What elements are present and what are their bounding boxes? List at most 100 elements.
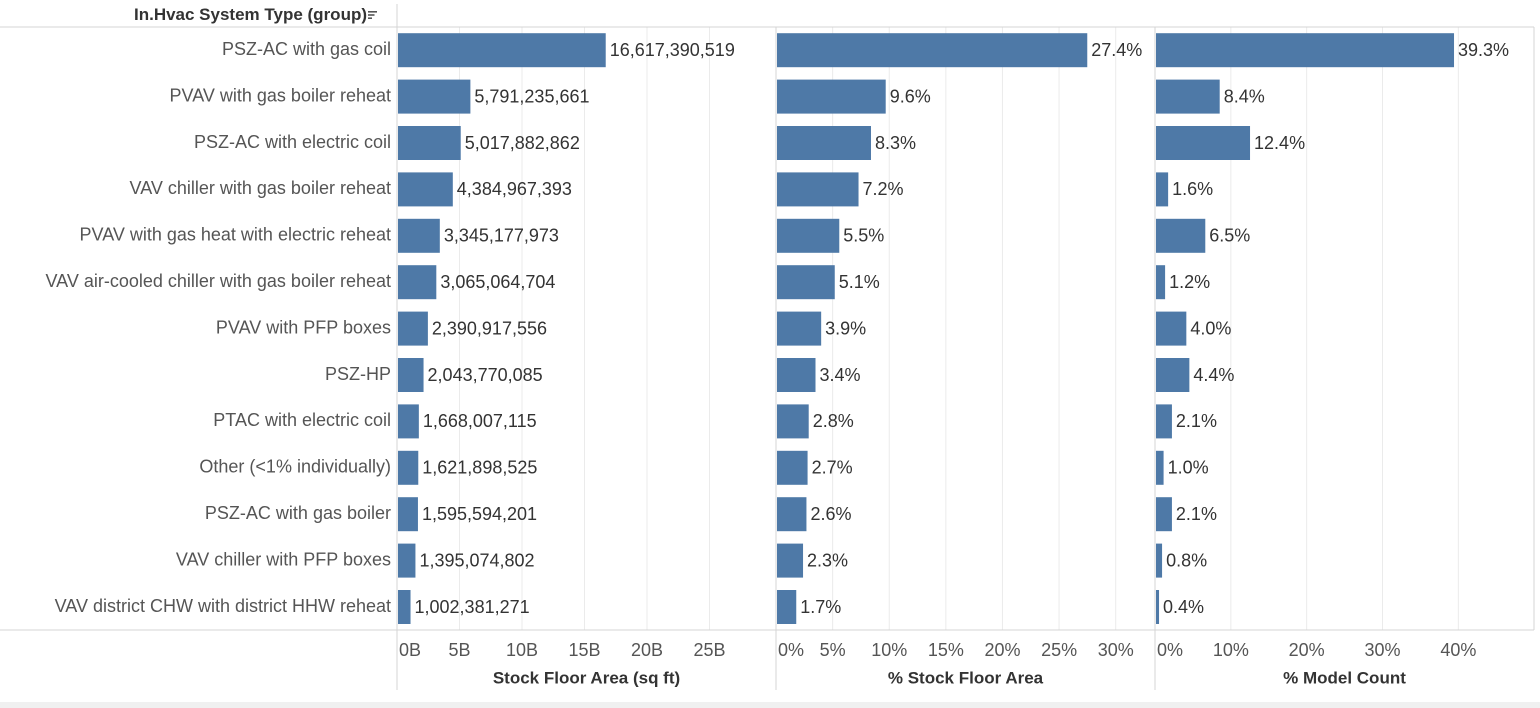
value-label: 1.2%: [1169, 272, 1210, 292]
value-label: 7.2%: [863, 179, 904, 199]
row-label: PVAV with PFP boxes: [216, 317, 391, 337]
tick-label: 15%: [928, 640, 964, 660]
value-label: 2.3%: [807, 550, 848, 570]
bar: [1156, 358, 1190, 392]
row-label: VAV chiller with PFP boxes: [176, 549, 391, 569]
value-label: 2,390,917,556: [432, 318, 547, 338]
value-label: 1.7%: [800, 597, 841, 617]
bar: [777, 33, 1088, 68]
value-label: 1.6%: [1172, 179, 1213, 199]
tick-label: 20%: [1289, 640, 1325, 660]
row-label: PSZ-AC with gas coil: [222, 39, 391, 59]
footer-strip: [0, 702, 1540, 708]
value-label: 1.0%: [1168, 458, 1209, 478]
tick-label: 40%: [1440, 640, 1476, 660]
tick-label: 10%: [1213, 640, 1249, 660]
value-label: 8.4%: [1224, 86, 1265, 106]
tick-label: 5%: [820, 640, 846, 660]
bar: [1156, 404, 1172, 439]
value-label: 3,345,177,973: [444, 226, 559, 246]
bar: [777, 358, 816, 392]
value-label: 16,617,390,519: [610, 40, 735, 60]
row-label: VAV air-cooled chiller with gas boiler r…: [46, 271, 392, 291]
bar: [398, 543, 416, 578]
row-label: PTAC with electric coil: [213, 410, 391, 430]
bar: [398, 311, 428, 346]
tick-label: 15B: [568, 640, 600, 660]
bar: [777, 172, 859, 207]
row-header-title: In.Hvac System Type (group): [133, 5, 367, 24]
value-label: 5,017,882,862: [465, 133, 580, 153]
bar: [777, 404, 809, 439]
value-label: 4,384,967,393: [457, 179, 572, 199]
tick-label: 10%: [871, 640, 907, 660]
bar: [398, 404, 419, 439]
value-label: 0.8%: [1166, 550, 1207, 570]
bar: [777, 311, 822, 346]
bar: [398, 358, 424, 392]
bar: [398, 450, 419, 485]
bar: [1156, 450, 1164, 485]
axis-title: % Stock Floor Area: [888, 668, 1044, 687]
bar: [777, 79, 886, 114]
bar: [1156, 126, 1251, 160]
tick-label: 25B: [693, 640, 725, 660]
bar: [777, 543, 804, 578]
bar: [1156, 218, 1206, 253]
bar: [777, 126, 871, 160]
value-label: 5.5%: [843, 226, 884, 246]
value-label: 27.4%: [1091, 40, 1142, 60]
value-label: 8.3%: [875, 133, 916, 153]
tick-label: 10B: [506, 640, 538, 660]
tick-label: 0%: [778, 640, 804, 660]
row-label: PSZ-AC with gas boiler: [205, 503, 391, 523]
value-label: 1,002,381,271: [415, 597, 530, 617]
bar: [398, 126, 461, 160]
value-label: 1,595,594,201: [422, 504, 537, 524]
value-label: 2.7%: [812, 458, 853, 478]
tick-label: 25%: [1041, 640, 1077, 660]
row-label: VAV district CHW with district HHW rehea…: [55, 596, 391, 616]
value-label: 3.9%: [825, 318, 866, 338]
row-label: PSZ-HP: [325, 364, 391, 384]
value-label: 2.1%: [1176, 411, 1217, 431]
value-label: 4.4%: [1193, 365, 1234, 385]
value-label: 39.3%: [1458, 40, 1509, 60]
row-header[interactable]: In.Hvac System Type (group): [0, 3, 393, 27]
value-label: 1,395,074,802: [419, 550, 534, 570]
tick-label: 20B: [631, 640, 663, 660]
value-label: 3,065,064,704: [440, 272, 555, 292]
bar: [777, 218, 840, 253]
tick-label: 30%: [1098, 640, 1134, 660]
bar: [1156, 497, 1172, 532]
bar: [1156, 590, 1160, 624]
row-label: Other (<1% individually): [199, 457, 391, 477]
value-label: 5.1%: [839, 272, 880, 292]
value-label: 2.8%: [813, 411, 854, 431]
value-label: 2,043,770,085: [428, 365, 543, 385]
tick-label: 0B: [399, 640, 421, 660]
tick-label: 5B: [448, 640, 470, 660]
value-label: 5,791,235,661: [474, 86, 589, 106]
value-label: 0.4%: [1163, 597, 1204, 617]
bar: [1156, 172, 1169, 207]
bar: [398, 265, 437, 300]
axis-title: Stock Floor Area (sq ft): [493, 668, 680, 687]
tick-label: 20%: [984, 640, 1020, 660]
value-label: 1,668,007,115: [423, 411, 537, 431]
value-label: 12.4%: [1254, 133, 1305, 153]
bar: [1156, 311, 1187, 346]
value-label: 6.5%: [1209, 226, 1250, 246]
row-label: PVAV with gas boiler reheat: [170, 85, 391, 105]
bar: [777, 450, 808, 485]
bar: [777, 497, 807, 532]
value-label: 1,621,898,525: [422, 458, 537, 478]
bar: [1156, 79, 1220, 114]
bar: [1156, 543, 1163, 578]
sort-descending-icon[interactable]: [366, 9, 378, 21]
bar: [777, 265, 835, 300]
tick-label: 0%: [1157, 640, 1183, 660]
bar: [398, 172, 453, 207]
value-label: 2.1%: [1176, 504, 1217, 524]
